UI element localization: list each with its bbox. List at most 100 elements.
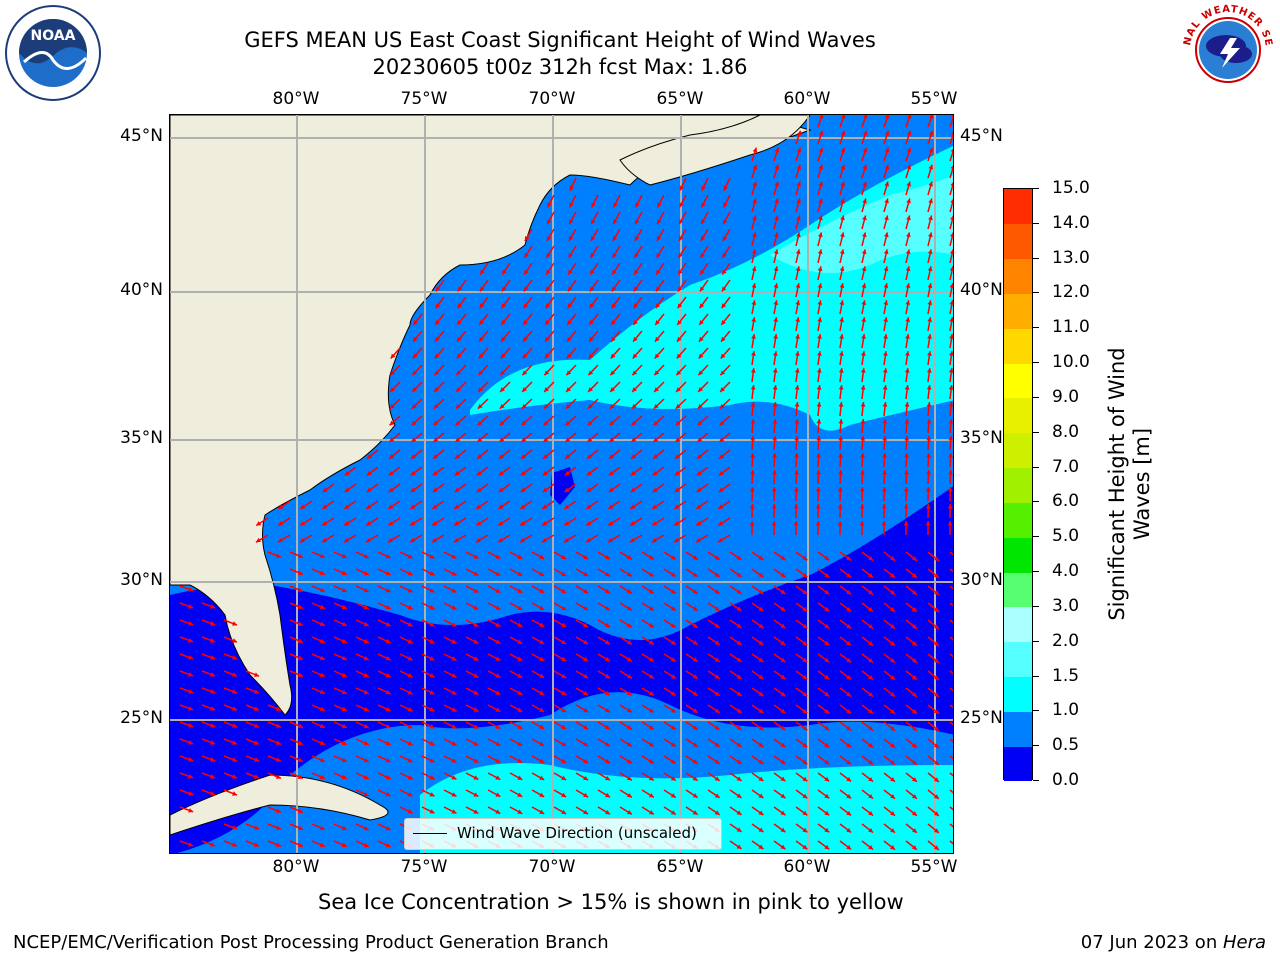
wave-direction-arrowhead (456, 370, 462, 376)
colorbar (1003, 188, 1033, 782)
wave-direction-arrowhead (749, 487, 755, 492)
wave-direction-arrowhead (297, 553, 303, 558)
wave-direction-arrowhead (950, 199, 953, 203)
wave-direction-arrowhead (499, 420, 505, 426)
wave-direction-arrowhead (701, 219, 706, 225)
wave-direction-arrowhead (882, 436, 888, 441)
wave-direction-arrowhead (539, 605, 545, 610)
wave-direction-arrowhead (772, 385, 778, 390)
wave-direction-arrowhead (188, 672, 194, 677)
wave-direction-arrowhead (903, 504, 909, 509)
wave-direction-arrowhead (385, 587, 391, 593)
wave-direction-arrowhead (723, 185, 728, 191)
wave-direction-arrowhead (567, 286, 573, 292)
colorbar-tick-label: 6.0 (1052, 491, 1080, 512)
wave-direction-arrowhead (824, 844, 830, 850)
wave-direction-arrowhead (479, 320, 484, 325)
wave-direction-arrowhead (670, 606, 676, 611)
wave-direction-arrowhead (495, 554, 501, 559)
wave-direction-arrowhead (568, 269, 573, 275)
wave-direction-arrowhead (341, 587, 347, 593)
wave-direction-arrowhead (565, 403, 571, 409)
wave-direction-arrowhead (714, 725, 720, 730)
wave-direction-arrowhead (925, 504, 931, 509)
wave-direction-arrowhead (432, 504, 438, 509)
wave-direction-arrowhead (389, 437, 395, 443)
wave-direction-arrowhead (477, 403, 483, 409)
wave-direction-arrowhead (802, 691, 808, 697)
wave-direction-arrowhead (561, 809, 567, 814)
wave-direction-arrowhead (818, 130, 824, 136)
wave-direction-arrowhead (278, 504, 284, 509)
wave-direction-arrowhead (860, 453, 866, 458)
wave-direction-arrowhead (275, 757, 281, 762)
wave-direction-arrowhead (410, 521, 416, 526)
wave-direction-arrowhead (583, 724, 589, 730)
wave-direction-arrowhead (210, 621, 216, 626)
wave-direction-arrowhead (890, 607, 896, 612)
wave-direction-arrowhead (780, 759, 786, 765)
wave-direction-arrowhead (846, 572, 852, 578)
wave-direction-arrowhead (679, 219, 684, 225)
wave-direction-arrowhead (451, 792, 457, 797)
chart-title-line1: GEFS MEAN US East Coast Significant Heig… (244, 28, 876, 52)
wave-direction-arrowhead (648, 657, 654, 662)
wave-direction-arrowhead (911, 624, 917, 629)
wave-direction-arrowhead (794, 368, 800, 373)
wave-direction-arrow (949, 198, 953, 213)
wave-direction-arrow (949, 687, 953, 692)
wave-direction-arrowhead (297, 825, 303, 830)
wave-direction-arrowhead (654, 353, 660, 359)
lon-tick-bottom: 65°W (656, 857, 704, 877)
wave-direction-arrowhead (429, 758, 435, 763)
wave-direction-arrowhead (586, 470, 592, 476)
wave-direction-arrowhead (539, 758, 545, 763)
wave-direction-arrowhead (657, 219, 662, 225)
wave-direction-arrowhead (721, 320, 726, 325)
wave-direction-arrowhead (824, 623, 830, 629)
colorbar-segment (1004, 363, 1032, 399)
colorbar-tick (1033, 431, 1039, 433)
wave-direction-arrowhead (927, 300, 933, 306)
wave-direction-arrowhead (498, 470, 504, 476)
wave-direction-arrowhead (429, 792, 435, 797)
wave-direction-arrowhead (868, 572, 874, 578)
colorbar-segment (1004, 641, 1032, 678)
wave-direction-arrowhead (773, 317, 779, 322)
wave-direction-arrowhead (478, 370, 484, 376)
wave-direction-arrowhead (772, 436, 778, 441)
wave-direction-arrowhead (773, 249, 779, 255)
wave-direction-arrowhead (275, 553, 281, 558)
wave-direction-arrowhead (520, 470, 526, 476)
colorbar-segment (1004, 572, 1032, 608)
wave-direction-arrowhead (927, 283, 933, 289)
wave-direction-arrowhead (780, 589, 786, 595)
wave-direction-arrowhead (413, 320, 418, 325)
wave-direction-arrowhead (605, 690, 611, 696)
wave-direction-arrowhead (500, 387, 505, 392)
wave-direction-arrowhead (657, 202, 662, 208)
wave-direction-arrowhead (794, 470, 799, 475)
wave-direction-arrowhead (473, 656, 479, 661)
wave-direction-arrowhead (933, 556, 939, 561)
wave-direction-arrowhead (583, 639, 589, 645)
wave-direction-arrowhead (451, 673, 457, 678)
wave-direction-arrowhead (846, 776, 852, 782)
wave-direction-arrowhead (722, 236, 728, 242)
wave-direction-arrowhead (846, 623, 852, 629)
colorbar-segment (1004, 746, 1032, 782)
wave-direction-arrowhead (451, 741, 457, 746)
wave-direction-arrowhead (410, 470, 416, 476)
colorbar-tick-label: 0.5 (1052, 735, 1080, 756)
wave-direction-arrowhead (773, 334, 778, 339)
wave-direction-arrowhead (772, 368, 778, 373)
wave-direction-arrowhead (818, 198, 823, 204)
wave-direction-arrowhead (773, 300, 779, 306)
wave-direction-arrow (949, 670, 953, 675)
wave-direction-arrowhead (367, 454, 373, 459)
wave-direction-arrowhead (840, 215, 845, 221)
wave-direction-arrowhead (780, 555, 786, 561)
wave-direction-arrowhead (278, 521, 284, 526)
wave-direction-arrowhead (566, 387, 571, 392)
wave-direction-arrowhead (676, 387, 681, 392)
